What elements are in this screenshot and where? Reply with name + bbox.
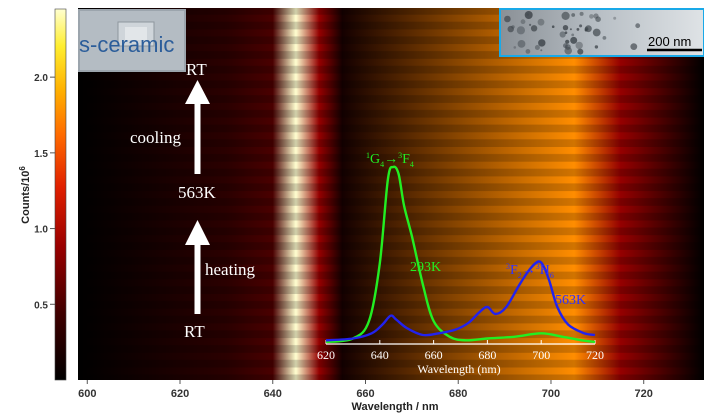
- x-tick-label: 600: [78, 388, 96, 400]
- tem-particle: [504, 15, 511, 23]
- tem-particle: [529, 23, 532, 26]
- tem-particle: [579, 24, 583, 28]
- tem-particle: [530, 25, 538, 32]
- series-563k-line: [325, 260, 596, 342]
- tem-particle: [564, 46, 572, 55]
- tem-particle: [562, 25, 569, 31]
- tem-particle: [525, 49, 531, 54]
- tem-particle: [613, 16, 617, 20]
- tem-particle: [537, 18, 545, 26]
- tem-particle: [602, 36, 607, 40]
- tem-particle: [594, 45, 599, 49]
- series-563k-label: 563K: [555, 293, 586, 308]
- ceramic-photo: s-ceramic: [78, 9, 186, 72]
- tem-particle: [589, 14, 594, 19]
- tem-particle: [595, 16, 601, 23]
- colorbar-tick-label: 1.0: [34, 225, 48, 236]
- transition-label-green: 1G4→3F4: [366, 151, 414, 169]
- tem-particle: [569, 28, 572, 31]
- label-cooling: cooling: [130, 128, 181, 147]
- series-293k-line: [325, 165, 596, 344]
- tem-particle: [559, 31, 566, 38]
- x-tick-label: 620: [171, 388, 189, 400]
- inset-tick-label: 680: [478, 348, 496, 362]
- label-heating: heating: [205, 260, 256, 279]
- colorbar-label: Counts/106: [18, 166, 32, 224]
- label-563k-mid: 563K: [178, 183, 217, 202]
- inset-tick-label: 620: [317, 348, 335, 362]
- tem-particle: [526, 13, 529, 16]
- scale-bar-label: 200 nm: [648, 34, 691, 49]
- label-rt-bottom: RT: [184, 322, 205, 341]
- tem-particle: [577, 48, 584, 55]
- tem-particle: [635, 23, 641, 29]
- tem-particle: [516, 26, 526, 35]
- tem-particle: [540, 49, 543, 52]
- tem-particle: [592, 28, 601, 37]
- photo-label: s-ceramic: [79, 32, 174, 57]
- x-axis-label: Wavelength / nm: [352, 401, 439, 413]
- tem-particle: [524, 11, 533, 19]
- inset-x-label: Wavelength (nm): [417, 362, 500, 376]
- tem-particle: [565, 39, 570, 44]
- tem-particle: [520, 19, 526, 25]
- x-tick-label: 640: [264, 388, 282, 400]
- cooling-arrow: [185, 80, 210, 174]
- inset-tick-label: 720: [586, 348, 604, 362]
- tem-particle: [576, 28, 580, 31]
- tem-image: 200 nm: [499, 8, 704, 57]
- transition-label-blue: 3F2→3H6: [506, 262, 554, 280]
- colorbar: [54, 8, 67, 381]
- colorbar-tick-label: 1.5: [34, 149, 48, 160]
- tem-particle: [575, 41, 583, 50]
- tem-particle: [511, 25, 515, 29]
- tem-particle: [517, 40, 526, 48]
- tem-particle: [551, 25, 555, 29]
- x-tick-label: 660: [356, 388, 374, 400]
- x-axis-ticks: 600 620 640 660 680 700 720: [78, 380, 653, 400]
- inset-x-ticks: 620 640 660 680 700 720: [317, 340, 604, 362]
- inset-spectrum: 620 640 660 680 700 720 Wavelength (nm) 293K …: [317, 151, 604, 376]
- tem-particle: [564, 31, 568, 34]
- inset-tick-label: 660: [425, 348, 443, 362]
- x-tick-label: 720: [635, 388, 653, 400]
- label-rt-top: RT: [186, 60, 207, 79]
- tem-particle: [513, 46, 517, 49]
- tem-particle: [630, 43, 638, 50]
- series-293k-label: 293K: [410, 260, 441, 275]
- tem-particle: [584, 28, 588, 32]
- tem-particle: [538, 39, 546, 47]
- colorbar-tick-label: 0.5: [34, 300, 48, 311]
- tem-particles: [504, 11, 641, 55]
- tem-particle: [571, 13, 576, 17]
- tem-particle: [579, 11, 584, 16]
- heating-arrow: [185, 220, 210, 314]
- x-tick-label: 700: [542, 388, 560, 400]
- inset-tick-label: 700: [532, 348, 550, 362]
- x-tick-label: 680: [449, 388, 467, 400]
- tem-particle: [534, 45, 540, 50]
- tem-particle: [570, 36, 578, 44]
- colorbar-tick-label: 2.0: [34, 73, 48, 84]
- tem-particle: [571, 33, 575, 37]
- tem-particle: [561, 11, 570, 20]
- colorbar-ticks: 0.5 1.0 1.5 2.0: [34, 73, 55, 311]
- inset-tick-label: 640: [371, 348, 389, 362]
